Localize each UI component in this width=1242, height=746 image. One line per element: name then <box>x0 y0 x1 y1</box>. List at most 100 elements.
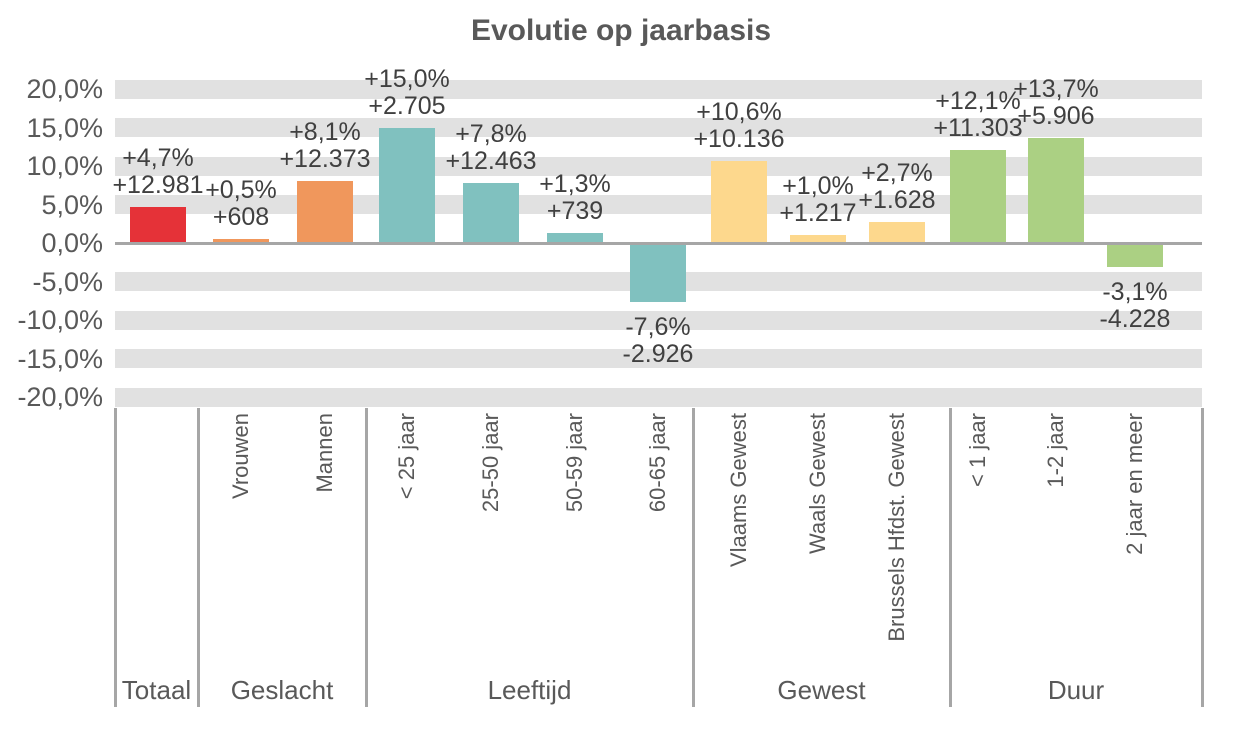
bar-value-label: +13,7% +5.906 <box>966 74 1146 130</box>
y-tick-label: -5,0% <box>32 266 103 297</box>
y-tick-label: 0,0% <box>41 228 103 258</box>
bar-1-2 jaar <box>1028 137 1084 243</box>
bar-< 1 jaar <box>950 149 1006 243</box>
bar-value-label: +4,7% +12.981 <box>68 143 248 199</box>
chart-title: Evolutie op jaarbasis <box>470 14 772 47</box>
group-label: Gewest <box>777 675 866 705</box>
bar-pct-label: +13,7% <box>1013 74 1099 103</box>
category-label-text: < 25 jaar <box>394 413 419 500</box>
bar-Vlaams Gewest <box>711 161 767 243</box>
group-separator <box>948 408 952 707</box>
category-label: 60-65 jaar <box>644 413 672 705</box>
y-tick-label: -15,0% <box>17 343 103 374</box>
bar-value-label: -7,6% -2.926 <box>568 312 748 368</box>
x-axis-line <box>115 241 1202 245</box>
group-separator <box>364 408 368 707</box>
bar-abs-label: -2.926 <box>622 339 694 368</box>
bar-abs-label: +2.705 <box>368 91 446 120</box>
bar-pct-label: +1,3% <box>539 169 611 198</box>
bar-abs-label: +12.373 <box>279 144 371 173</box>
bar-pct-label: +4,7% <box>122 143 194 172</box>
y-tick-label: 5,0% <box>41 189 103 220</box>
category-label: Mannen <box>311 413 339 705</box>
category-label: Brussels Hfdst. Gewest <box>883 413 911 705</box>
bar-60-65 jaar <box>630 243 686 302</box>
category-label-text: < 1 jaar <box>965 413 990 487</box>
category-label: < 25 jaar <box>393 413 421 705</box>
category-label-text: 25-50 jaar <box>478 413 503 513</box>
bar-2 jaar en meer <box>1107 243 1163 267</box>
category-label: Vrouwen <box>227 413 255 705</box>
y-tick-label: 15,0% <box>26 112 103 143</box>
category-label-text: Mannen <box>312 413 337 493</box>
group-label: Geslacht <box>230 675 334 705</box>
group-label: Duur <box>1047 675 1105 705</box>
bar-value-label: +1,3% +739 <box>485 169 665 225</box>
category-label: < 1 jaar <box>964 413 992 705</box>
category-label-text: Waals Gewest <box>805 413 830 555</box>
group-separator <box>113 408 117 707</box>
bar-pct-label: +8,1% <box>289 117 361 146</box>
bar-value-label: +7,8% +12.463 <box>401 119 581 175</box>
bar-Mannen <box>297 180 353 243</box>
y-tick-label: 10,0% <box>26 151 103 181</box>
category-label-text: Vrouwen <box>228 413 253 500</box>
bar-< 25 jaar <box>379 127 435 243</box>
bar-pct-label: +15,0% <box>364 64 450 93</box>
bar-pct-label: +7,8% <box>455 119 527 148</box>
bar-abs-label: +739 <box>546 196 604 225</box>
bar-25-50 jaar <box>463 182 519 243</box>
bar-abs-label: +5.906 <box>1017 101 1095 130</box>
category-label: 1-2 jaar <box>1042 413 1070 705</box>
bar-Waals Gewest <box>790 235 846 243</box>
category-label: 25-50 jaar <box>477 413 505 705</box>
category-label: 2 jaar en meer <box>1121 413 1149 705</box>
group-separator <box>1200 408 1204 707</box>
bar-pct-label: -3,1% <box>1102 277 1168 306</box>
bar-value-label: +1,0% +1.217 <box>728 173 908 227</box>
bar-50-59 jaar <box>547 232 603 243</box>
bar-pct-label: -7,6% <box>625 312 691 341</box>
bar-value-label: +12,1% +11.303 <box>888 86 1068 142</box>
bar-abs-label: -4.228 <box>1099 304 1171 333</box>
group-separator <box>196 408 200 707</box>
category-label-text: 2 jaar en meer <box>1122 413 1147 555</box>
group-label: Totaal <box>121 675 192 705</box>
grid-stripe <box>115 349 1202 368</box>
bar-value-label: +0,5% +608 <box>151 177 331 231</box>
y-tick-label: -20,0% <box>17 382 103 412</box>
bar-pct-label: +2,7% <box>861 159 933 188</box>
bar-pct-label: +1,0% <box>782 172 854 201</box>
category-label-text: Brussels Hfdst. Gewest <box>884 413 909 642</box>
bar-value-label: +2,7% +1.628 <box>807 160 987 214</box>
bar-value-label: +8,1% +12.373 <box>235 117 415 173</box>
category-label-text: 60-65 jaar <box>645 413 670 513</box>
category-label-text: Vlaams Gewest <box>726 413 751 568</box>
category-label-text: 1-2 jaar <box>1043 413 1068 488</box>
category-label-text: 50-59 jaar <box>562 413 587 513</box>
category-label: Vlaams Gewest <box>725 413 753 705</box>
bar-Vrouwen <box>213 239 269 243</box>
bar-value-label: +10,6% +10.136 <box>649 99 829 153</box>
bar-pct-label: +10,6% <box>696 98 782 127</box>
grid-stripe <box>115 79 1202 99</box>
bar-abs-label: +608 <box>212 203 270 232</box>
bar-Brussels Hfdst. Gewest <box>869 222 925 243</box>
bar-pct-label: +0,5% <box>205 176 277 205</box>
bar-abs-label: +1.217 <box>779 199 857 228</box>
bar-value-label: -3,1% -4.228 <box>1045 277 1225 333</box>
bar-abs-label: +11.303 <box>933 113 1023 142</box>
y-tick-label: -10,0% <box>17 305 103 335</box>
bar-abs-label: +1.628 <box>858 186 936 215</box>
category-label: Waals Gewest <box>804 413 832 705</box>
category-label: 50-59 jaar <box>561 413 589 705</box>
bar-pct-label: +12,1% <box>935 86 1021 115</box>
bar-abs-label: +10.136 <box>693 125 785 154</box>
bar-Totaal <box>130 206 186 243</box>
bar-abs-label: +12.981 <box>112 170 204 199</box>
grid-stripe <box>115 310 1202 330</box>
bar-value-label: +15,0% +2.705 <box>317 64 497 120</box>
y-tick-label: 20,0% <box>26 74 103 104</box>
group-label: Leeftijd <box>487 675 572 705</box>
